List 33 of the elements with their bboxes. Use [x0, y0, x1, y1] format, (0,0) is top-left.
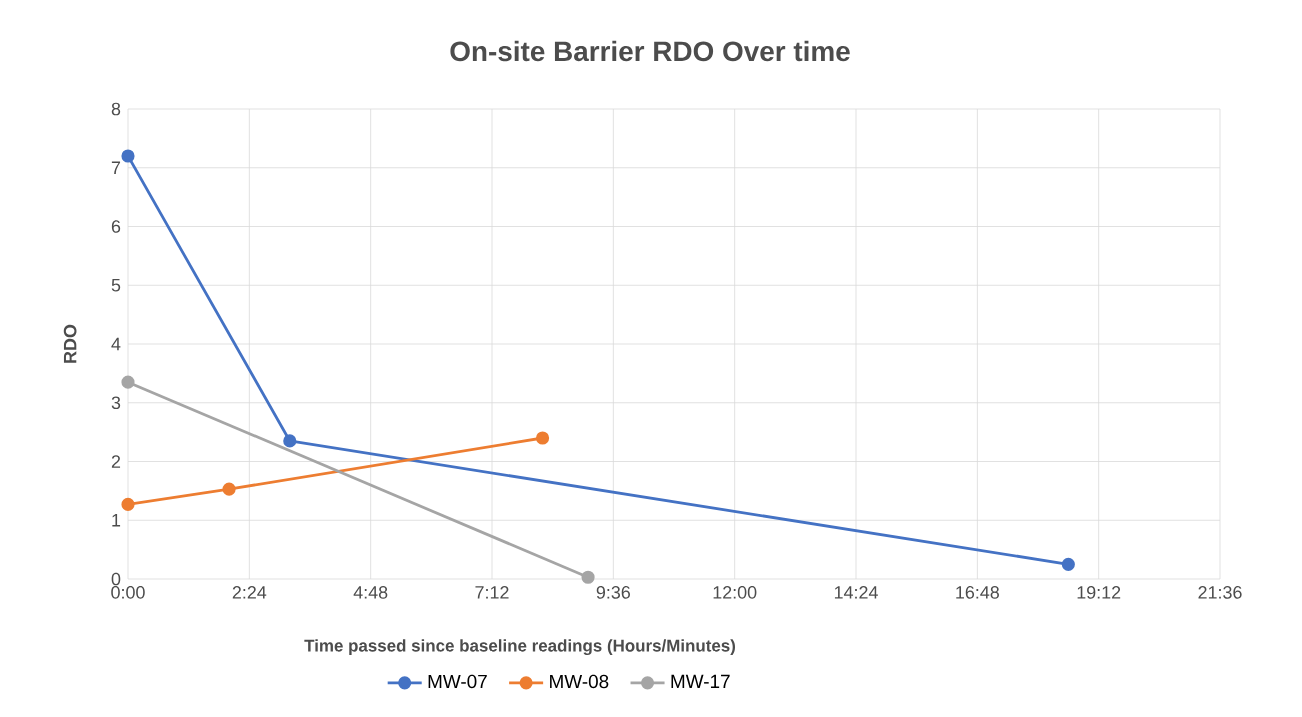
x-tick-label: 21:36: [1198, 586, 1242, 599]
x-tick-label: 16:48: [956, 586, 999, 599]
point: [222, 482, 236, 496]
point: [581, 570, 595, 584]
chart-title: On-site Barrier RDO Over time: [450, 40, 850, 62]
point: [121, 149, 135, 163]
y-tick-label: 7: [111, 161, 121, 174]
x-tick-label: 7:12: [475, 586, 509, 599]
y-axis-title: RDO: [63, 324, 77, 363]
x-tick-label: 0:00: [111, 586, 145, 599]
x-tick-label: 12:00: [713, 586, 757, 599]
point: [535, 431, 550, 445]
x-tick-label: 9:36: [596, 586, 630, 599]
point: [121, 375, 135, 389]
legend-label: MW-07: [428, 674, 487, 689]
legend-label: MW-08: [550, 674, 609, 689]
point: [1061, 557, 1075, 571]
y-tick-label: 8: [111, 102, 121, 116]
y-tick-label: 3: [111, 396, 121, 410]
y-tick-label: 2: [111, 455, 121, 468]
y-tick-label: 1: [112, 514, 121, 527]
point: [283, 434, 297, 448]
y-tick-label: 0: [111, 572, 121, 586]
y-tick-label: 5: [111, 278, 121, 292]
y-tick-label: 6: [111, 220, 121, 233]
x-tick-label: 4:48: [353, 586, 388, 599]
x-axis-title: Time passed since baseline readings (Hours/Minutes): [304, 639, 736, 656]
y-tick-label: 4: [111, 337, 121, 351]
x-tick-label: 14:24: [834, 586, 878, 599]
point: [121, 497, 135, 511]
x-tick-label: 19:12: [1077, 586, 1121, 599]
x-tick-label: 2:24: [232, 586, 267, 599]
legend-label: MW-17: [671, 674, 730, 688]
